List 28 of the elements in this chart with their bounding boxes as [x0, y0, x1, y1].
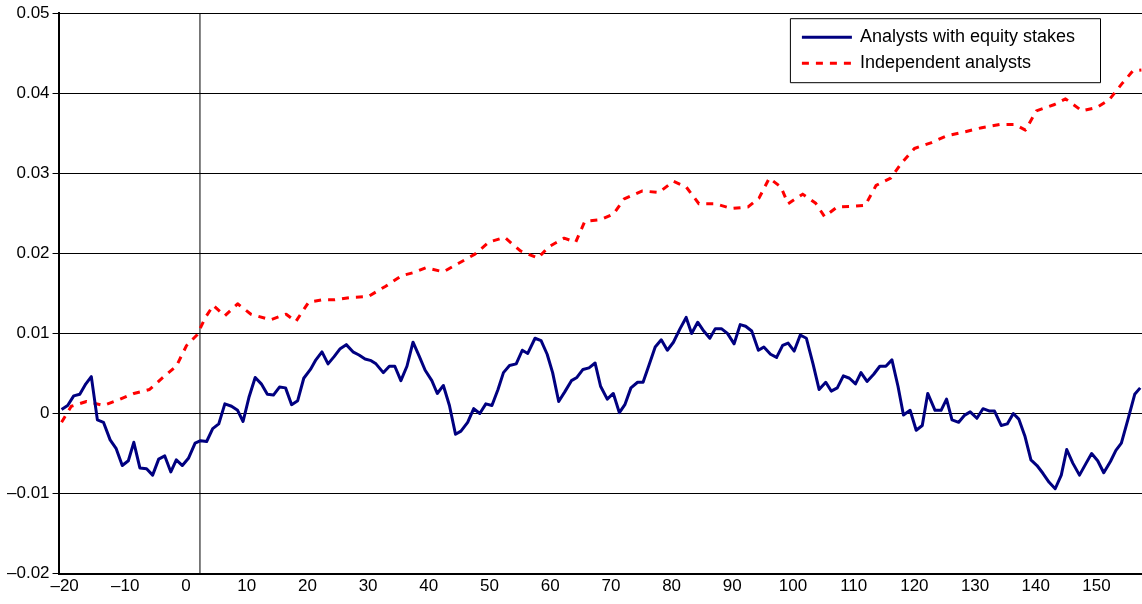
x-tick-label: 20: [297, 576, 317, 596]
x-tick-label: 30: [358, 576, 378, 596]
x-tick-label: 130: [960, 576, 990, 596]
y-tick-label: 0.04: [16, 82, 50, 102]
y-tick-label: 0.01: [16, 323, 50, 343]
x-tick-label: 100: [778, 576, 808, 596]
x-tick-label: 110: [840, 576, 868, 596]
x-tick-label: –20: [50, 576, 79, 596]
x-tick-label: 120: [900, 576, 929, 596]
y-tick-label: 0.03: [16, 163, 50, 182]
legend-label: Analysts with equity stakes: [859, 26, 1076, 47]
x-tick-label: 90: [722, 576, 742, 596]
x-tick-label: 140: [1021, 576, 1050, 596]
x-tick-label: –10: [111, 576, 140, 596]
x-tick-label: 40: [419, 576, 439, 596]
x-tick-label: 70: [601, 576, 621, 596]
x-tick-label: 50: [480, 576, 499, 596]
legend-label: Independent analysts: [859, 52, 1032, 73]
y-tick-label: 0.05: [16, 2, 50, 22]
y-tick-label: 0.02: [16, 243, 50, 263]
x-tick-label: 150: [1082, 576, 1111, 596]
y-tick-label: –0.02: [6, 563, 50, 583]
x-tick-label: 60: [540, 576, 560, 596]
x-tick-label: 0: [181, 576, 191, 596]
y-tick-label: 0: [40, 403, 50, 423]
x-tick-label: 10: [237, 576, 257, 596]
x-tick-label: 80: [662, 576, 682, 596]
y-tick-label: –0.01: [6, 483, 50, 503]
